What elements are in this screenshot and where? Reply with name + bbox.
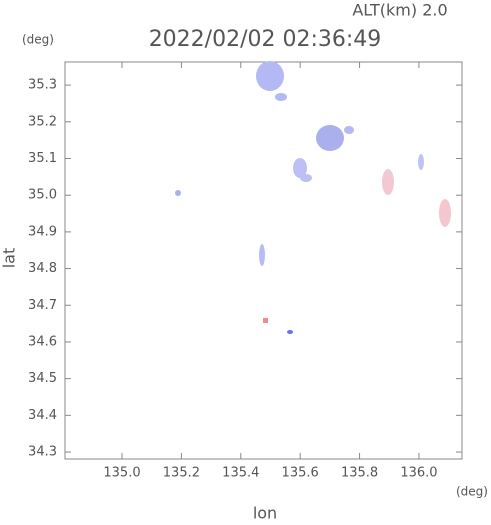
- x-tick-label: 135.6: [282, 466, 319, 481]
- y-tick-label: 34.5: [28, 371, 57, 386]
- y-tick-label: 34.9: [28, 224, 57, 239]
- y-tick-label: 35.2: [28, 114, 57, 129]
- x-tick-label: 135.4: [222, 466, 259, 481]
- x-unit: (deg): [456, 485, 488, 499]
- y-tick-label: 34.4: [28, 408, 57, 423]
- x-tick-label: 135.2: [163, 466, 200, 481]
- chart-title: 2022/02/02 02:36:49: [149, 27, 382, 52]
- y-axis-label: lat: [0, 248, 19, 269]
- x-tick-label: 136.0: [400, 466, 437, 481]
- y-unit: (deg): [22, 33, 54, 47]
- y-tick-label: 35.0: [28, 188, 57, 203]
- y-tick-label: 34.8: [28, 261, 57, 276]
- y-tick-label: 34.6: [28, 334, 57, 349]
- subtitle: ALT(km) 2.0: [352, 1, 447, 20]
- plot-frame: [64, 61, 463, 460]
- y-tick-label: 34.3: [28, 445, 57, 460]
- y-tick-label: 34.7: [28, 298, 57, 313]
- y-tick-label: 35.1: [28, 151, 57, 166]
- x-tick-label: 135.0: [103, 466, 140, 481]
- echo-blobs: [175, 61, 451, 334]
- x-tick-label: 135.8: [341, 466, 378, 481]
- y-tick-label: 35.3: [28, 78, 57, 93]
- x-axis-label: lon: [253, 504, 277, 522]
